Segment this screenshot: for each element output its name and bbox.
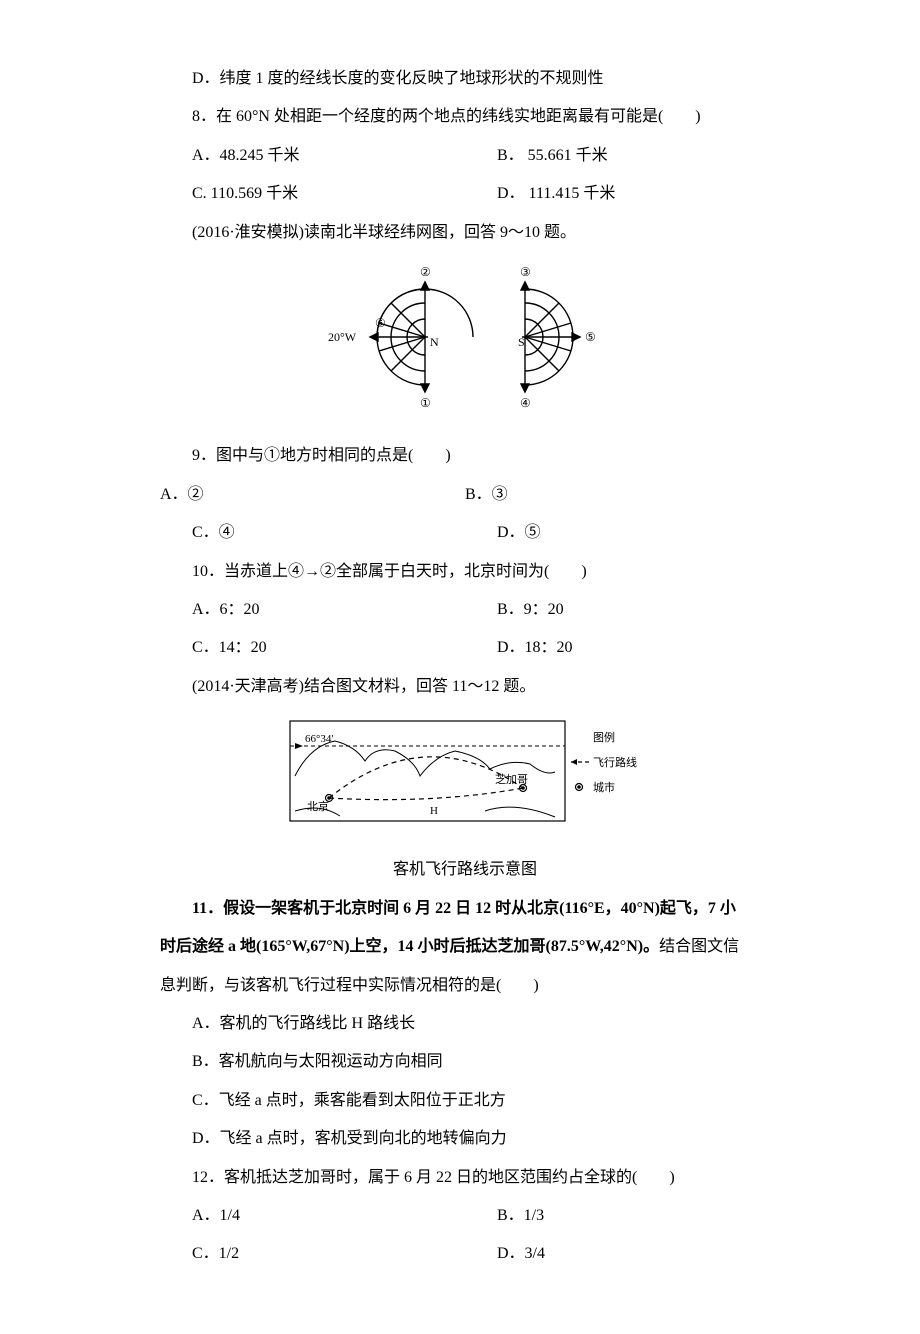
q10-option-a: A．6：20	[160, 591, 465, 629]
q8-option-d: D． 111.415 千米	[465, 175, 615, 213]
q11-stem-line2: 时后途经 a 地(165°W,67°N)上空，14 小时后抵达芝加哥(87.5°…	[160, 928, 770, 966]
q9-row-ab: A．② B．③	[160, 476, 770, 514]
figure-1-hemispheres: 20°W N S ① ② ③ ④ ⑤ ⑥	[160, 262, 770, 427]
fig1-marker-1: ①	[420, 396, 431, 410]
fig1-label-20w: 20°W	[328, 330, 357, 344]
fig1-marker-3: ③	[520, 265, 531, 279]
fig2-legend-city: 城市	[593, 780, 615, 794]
q12-option-a: A．1/4	[160, 1197, 465, 1235]
passage-1: (2016·淮安模拟)读南北半球经纬网图，回答 9～10 题。	[160, 214, 770, 252]
q11-stem-d: 息判断，与该客机飞行过程中实际情况相符的是( )	[160, 967, 770, 1005]
q11-option-b: B．客机航向与太阳视运动方向相同	[160, 1043, 770, 1081]
fig2-lat-label: 66°34′	[305, 733, 334, 745]
q9-option-c: C．④	[160, 514, 465, 552]
fig1-label-n: N	[430, 335, 439, 349]
fig1-marker-4: ④	[520, 396, 531, 410]
fig1-marker-6: ⑥	[375, 316, 386, 330]
fig2-label-h: H	[430, 805, 438, 817]
q9-option-b: B．③	[465, 476, 508, 514]
q11-option-d: D．飞经 a 点时，客机受到向北的地转偏向力	[160, 1120, 770, 1158]
q10-row-cd: C．14：20 D．18：20	[160, 629, 770, 667]
q8-option-c: C. 110.569 千米	[160, 175, 465, 213]
fig2-legend-title: 图例	[593, 730, 615, 744]
q7-option-d: D．纬度 1 度的经线长度的变化反映了地球形状的不规则性	[160, 60, 770, 98]
q10-option-c: C．14：20	[160, 629, 465, 667]
q12-option-d: D．3/4	[465, 1235, 545, 1273]
q10-option-b: B．9：20	[465, 591, 564, 629]
q12-option-c: C．1/2	[160, 1235, 465, 1273]
q10-option-d: D．18：20	[465, 629, 573, 667]
q8-row-ab: A．48.245 千米 B． 55.661 千米	[160, 137, 770, 175]
fig1-marker-2: ②	[420, 265, 431, 279]
q11-stem-c: 结合图文信	[659, 938, 739, 955]
q9-option-a: A．②	[160, 476, 465, 514]
fig1-marker-5: ⑤	[585, 330, 596, 344]
q9-option-d: D．⑤	[465, 514, 541, 552]
fig2-city-beijing: 北京	[307, 799, 329, 813]
q8-row-cd: C. 110.569 千米 D． 111.415 千米	[160, 175, 770, 213]
q12-row-cd: C．1/2 D．3/4	[160, 1235, 770, 1273]
passage-2: (2014·天津高考)结合图文材料，回答 11～12 题。	[160, 668, 770, 706]
q11-option-a: A．客机的飞行路线比 H 路线长	[160, 1005, 770, 1043]
q8-option-b: B． 55.661 千米	[465, 137, 608, 175]
fig2-legend-route: 飞行路线	[593, 755, 637, 769]
q12-row-ab: A．1/4 B．1/3	[160, 1197, 770, 1235]
q8-stem: 8．在 60°N 处相距一个经度的两个地点的纬线实地距离最有可能是( )	[160, 98, 770, 136]
q12-option-b: B．1/3	[465, 1197, 544, 1235]
q10-row-ab: A．6：20 B．9：20	[160, 591, 770, 629]
q8-option-a: A．48.245 千米	[160, 137, 465, 175]
figure-2-flightmap: 66°34′ 北京 芝加哥 H 图例 飞行路线 城市	[160, 716, 770, 841]
q10-stem: 10．当赤道上④→②全部属于白天时，北京时间为( )	[160, 553, 770, 591]
q12-stem: 12．客机抵达芝加哥时，属于 6 月 22 日的地区范围约占全球的( )	[160, 1159, 770, 1197]
q11-stem-b: 时后途经 a 地(165°W,67°N)上空，14 小时后抵达芝加哥(87.5°…	[160, 938, 659, 955]
fig2-city-chicago: 芝加哥	[495, 773, 528, 786]
q9-row-cd: C．④ D．⑤	[160, 514, 770, 552]
q9-stem: 9．图中与①地方时相同的点是( )	[160, 437, 770, 475]
q11-option-c: C．飞经 a 点时，乘客能看到太阳位于正北方	[160, 1082, 770, 1120]
figure-2-caption: 客机飞行路线示意图	[160, 851, 770, 889]
fig1-label-s: S	[518, 335, 525, 349]
q11-stem-a: 11．假设一架客机于北京时间 6 月 22 日 12 时从北京(116°E，40…	[160, 890, 770, 928]
